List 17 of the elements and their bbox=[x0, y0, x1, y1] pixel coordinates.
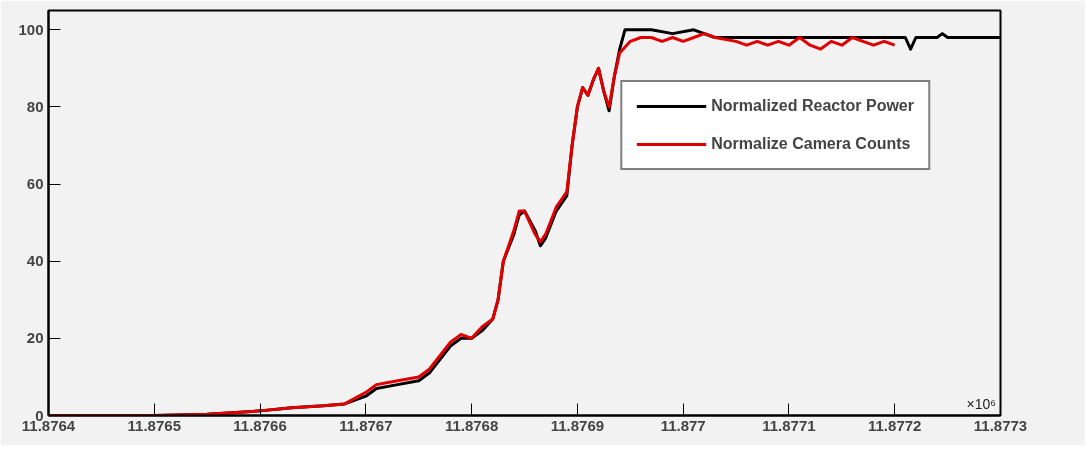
legend-label: Normalized Reactor Power bbox=[711, 97, 914, 115]
x-tick-label: 11.8767 bbox=[339, 416, 393, 434]
x-tick-label: 11.8765 bbox=[127, 416, 181, 434]
y-tick-label: 60 bbox=[26, 175, 44, 193]
y-tick-label: 40 bbox=[26, 252, 44, 270]
y-tick-label: 100 bbox=[18, 20, 44, 38]
y-tick-label: 80 bbox=[26, 97, 44, 115]
legend-label: Normalize Camera Counts bbox=[711, 135, 911, 153]
x-tick-label: 11.877 bbox=[660, 416, 706, 434]
x-tick-label: 11.8771 bbox=[762, 416, 816, 434]
x-tick-label: 11.8769 bbox=[550, 416, 605, 434]
x-tick-label: 11.8766 bbox=[233, 416, 287, 434]
x-tick-label: 11.8772 bbox=[868, 416, 922, 434]
x-tick-label: 11.8768 bbox=[444, 416, 499, 434]
y-tick-label: 20 bbox=[26, 329, 44, 347]
x-tick-label: 11.8773 bbox=[973, 416, 1028, 434]
annotation: ×10⁶ bbox=[966, 395, 997, 412]
